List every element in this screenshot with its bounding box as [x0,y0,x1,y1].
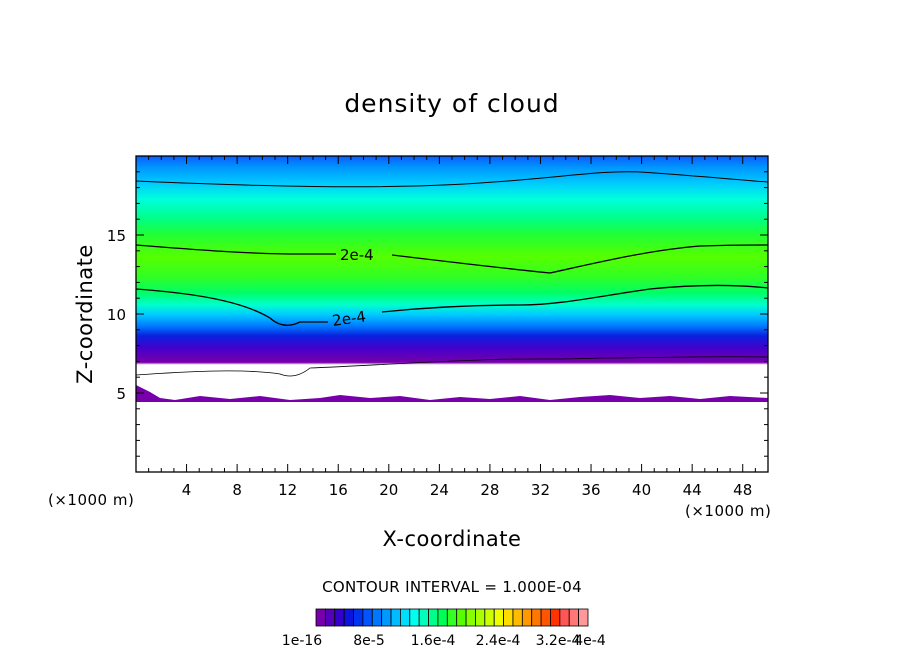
x-axis: 4 8 12 16 20 24 28 32 36 40 44 48 [148,156,756,499]
colorbar-swatch [381,608,392,627]
colorbar-swatch [400,608,411,627]
x-tick-label: 24 [430,481,449,499]
contour-line-upper [136,244,768,274]
y-axis-label: Z-coordinate [73,244,97,384]
colorbar-swatch [484,608,495,627]
x-tick-label: 40 [632,481,651,499]
colorbar-swatch [324,608,336,627]
x-tick-label: 16 [329,481,348,499]
colorbar-swatch [418,608,429,627]
x-tick-label: 4 [182,481,192,499]
contour-label: 2e-4 [340,246,374,264]
colorbar-label: 1.6e-4 [411,633,456,649]
colorbar-swatch [503,608,514,627]
x-tick-label: 20 [379,481,398,499]
contour-label: 2e-4 [331,307,367,330]
chart-title: density of cloud [344,89,559,118]
colorbar-swatch [493,608,504,627]
plot-area [136,156,768,472]
colorbar-swatch [521,608,533,627]
colorbar-swatch [353,608,364,627]
colorbar-swatch [559,608,570,627]
colorbar-swatch [362,608,373,627]
colorbar-label: 1e-16 [282,633,322,649]
colorbar-swatch [531,608,542,627]
white-gap-mask [136,402,768,472]
colorbar-swatch [428,608,439,627]
colorbar-label: 2.4e-4 [476,633,521,649]
colorbar-swatch [578,608,589,627]
x-axis-label: X-coordinate [383,527,522,551]
x-tick-label: 32 [531,481,550,499]
colorbar-swatch [446,608,458,627]
colorbar-swatch [456,608,467,627]
cloud-base-fringe [136,385,768,402]
colorbar-swatch [334,608,345,627]
colorbar-swatch [371,608,383,627]
colorbar-swatch [475,608,486,627]
colorbar-swatch [343,608,354,627]
x-unit-left: (×1000 m) [48,491,134,509]
x-tick-label: 48 [733,481,752,499]
colorbar-label: 3.2e-4 [536,633,581,649]
contour-line-top [136,171,768,188]
x-tick-label: 28 [480,481,499,499]
x-tick-label: 8 [232,481,242,499]
x-tick-label: 44 [683,481,702,499]
colorbar-labels: 1e-16 8e-5 1.6e-4 2.4e-4 3.2e-44e-4 [282,633,606,649]
contour-line-base [136,356,768,377]
colorbar-swatch [437,608,448,627]
colorbar-swatch [568,608,580,627]
x-tick-label: 36 [581,481,600,499]
colorbar-swatch [409,608,420,627]
contour-line-lower [136,284,768,326]
y-tick-label: 15 [107,227,126,245]
colorbar-label: 4e-4 [574,633,606,649]
x-tick-label: 12 [278,481,297,499]
colorbar-swatch [390,608,401,627]
cloud-field [136,156,768,396]
colorbar-swatch [465,608,476,627]
y-axis: 5 10 15 [107,171,768,457]
colorbar-label: 8e-5 [353,633,384,649]
colorbar-swatch [315,608,326,627]
contour-interval-text: CONTOUR INTERVAL = 1.000E-04 [322,578,582,596]
y-tick-label: 5 [116,385,126,403]
colorbar-swatch [512,608,523,627]
x-unit-right: (×1000 m) [685,502,771,520]
y-tick-label: 10 [107,306,126,324]
colorbar-swatch [540,608,551,627]
colorbar [315,608,589,627]
colorbar-swatch [550,608,561,627]
